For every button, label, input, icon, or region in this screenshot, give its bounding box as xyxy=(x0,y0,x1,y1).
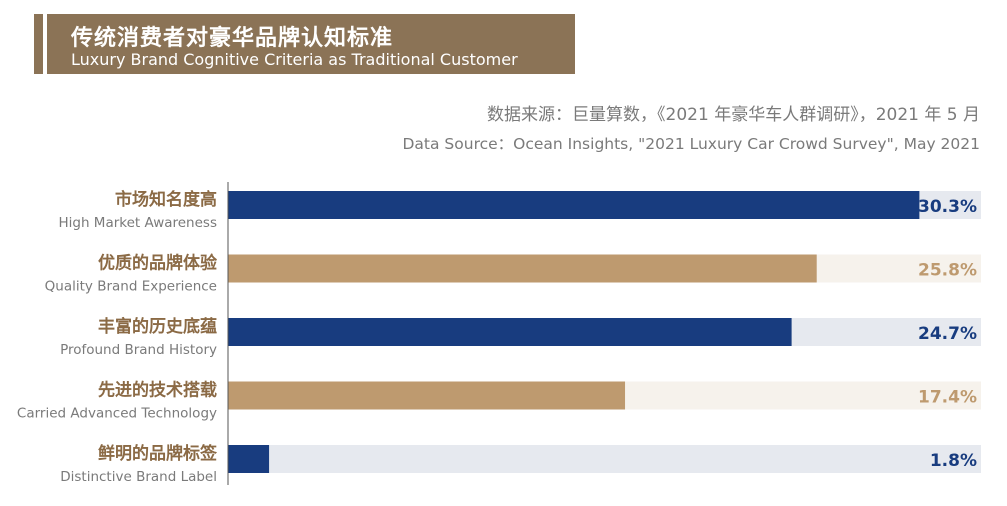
bar xyxy=(228,318,792,346)
category-label-zh: 丰富的历史底蕴 xyxy=(98,316,217,337)
category-label-zh: 鲜明的品牌标签 xyxy=(98,443,218,464)
bar xyxy=(228,254,817,283)
title-accent-bar xyxy=(34,14,43,74)
category-label-zh: 优质的品牌体验 xyxy=(98,253,218,274)
category-label-zh: 先进的技术搭载 xyxy=(98,380,217,401)
chart-subtitle: Luxury Brand Cognitive Criteria as Tradi… xyxy=(71,50,518,69)
data-source-zh: 数据来源：巨量算数，《2021 年豪华车人群调研》，2021 年 5 月 xyxy=(487,105,980,125)
bar-track xyxy=(228,445,981,473)
data-label: 25.8% xyxy=(918,261,977,281)
category-label-en: Distinctive Brand Label xyxy=(60,469,217,485)
category-label-en: High Market Awareness xyxy=(58,215,217,231)
category-label-en: Quality Brand Experience xyxy=(45,279,217,295)
data-label: 30.3% xyxy=(918,197,977,217)
bar xyxy=(228,191,920,219)
title-banner: 传统消费者对豪华品牌认知标准 Luxury Brand Cognitive Cr… xyxy=(47,14,575,74)
data-source-en: Data Source：Ocean Insights, "2021 Luxury… xyxy=(402,135,980,153)
data-label: 1.8% xyxy=(930,451,977,471)
bar xyxy=(228,381,626,410)
category-label-en: Carried Advanced Technology xyxy=(17,406,217,422)
category-label-zh: 市场知名度高 xyxy=(115,189,217,210)
data-label: 17.4% xyxy=(918,388,977,408)
data-label: 24.7% xyxy=(918,324,977,344)
chart-title: 传统消费者对豪华品牌认知标准 xyxy=(71,26,394,51)
category-label-en: Profound Brand History xyxy=(60,342,217,358)
bar xyxy=(228,445,270,473)
